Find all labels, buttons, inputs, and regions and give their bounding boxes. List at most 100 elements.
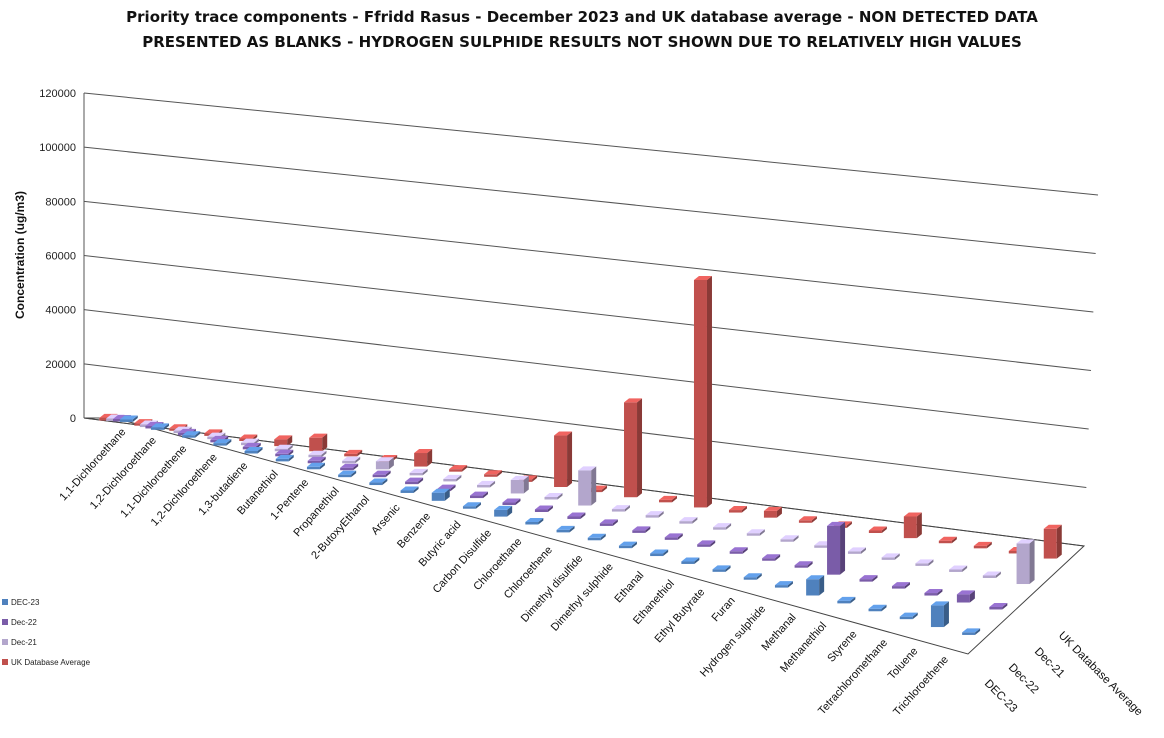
bar-dec-23-16 (618, 541, 637, 549)
bar-dec-23-23 (837, 596, 856, 604)
legend-swatch (2, 619, 8, 625)
bar-uk-database-average-23 (903, 512, 922, 539)
y-tick-label: 0 (70, 413, 76, 425)
gridline-2 (83, 309, 1089, 430)
bar-dec-22-20 (762, 554, 781, 561)
bar-dec-22-25 (924, 589, 943, 596)
bar-dec-21-10 (443, 474, 462, 482)
x-tick-label: Ethanal (612, 569, 646, 605)
x-tick-label: 1,1-Dichloroethene (118, 443, 189, 520)
y-tick-label: 20000 (45, 359, 76, 371)
bar-dec-22-14 (567, 512, 586, 519)
bar-uk-database-average-15 (624, 398, 643, 498)
bar-dec-21-25 (949, 565, 968, 572)
bar-dec-23-20 (743, 573, 762, 580)
x-axis-category-labels: 1,1-Dichloroethane1,2-Dichloroethane1,1-… (57, 426, 951, 718)
bar-dec-22-23 (859, 575, 878, 582)
bar-dec-23-17 (650, 549, 669, 557)
bar-dec-23-27 (962, 628, 981, 635)
legend-swatch (2, 599, 8, 605)
bar-dec-21-24 (915, 559, 934, 566)
x-tick-label: Hydrogen sulphide (698, 603, 768, 679)
legend-swatch (2, 639, 8, 645)
bar-uk-database-average-27 (1043, 524, 1062, 559)
bar-dec-23-22 (806, 575, 825, 596)
bar-dec-23-8 (369, 478, 388, 486)
bar-dec-21-15 (611, 505, 630, 512)
bar-dec-23-18 (681, 557, 700, 564)
bar-dec-23-6 (306, 462, 325, 470)
title-line-1: Priority trace components - Ffridd Rasus… (126, 8, 1038, 26)
bar-dec-22-24 (891, 582, 910, 589)
bar-uk-database-average-20 (798, 516, 817, 523)
x-tick-label: 1,2-Dichloroethene (149, 451, 220, 528)
y-tick-label: 80000 (45, 196, 76, 208)
bar-dec-21-7 (342, 456, 361, 464)
gridline-6 (83, 92, 1099, 196)
bar-dec-21-23 (881, 553, 900, 560)
bar-uk-database-average-5 (274, 435, 293, 447)
bar-uk-database-average-25 (973, 541, 992, 549)
chart-gridlines (83, 92, 1099, 547)
legend-item: Dec-21 (2, 632, 122, 652)
bar-dec-22-18 (697, 540, 716, 547)
title-line-2: PRESENTED AS BLANKS - HYDROGEN SULPHIDE … (142, 33, 1022, 51)
bar-dec-22-27 (989, 602, 1008, 610)
bar-dec-21-12 (510, 475, 529, 494)
bar-dec-21-17 (679, 517, 698, 524)
y-tick-label: 100000 (39, 142, 76, 154)
chart-title: Priority trace components - Ffridd Rasus… (126, 8, 1038, 51)
gridline-1 (83, 363, 1087, 488)
bar-dec-22-11 (470, 491, 489, 499)
x-tick-label: 1,2-Dichloroethane (88, 435, 159, 512)
x-tick-label: 1,1-Dichloroethane (57, 426, 128, 503)
y-axis-ticks: 0 20000 40000 60000 80000 100000 120000 (39, 88, 76, 425)
bar-dec-23-25 (899, 612, 918, 620)
depth-tick-label: DEC-23 (982, 678, 1019, 715)
gridline-5 (83, 146, 1096, 254)
y-tick-label: 40000 (45, 305, 76, 317)
x-tick-label: Arsenic (369, 502, 403, 538)
bar-dec-22-6 (307, 456, 326, 464)
bar-dec-22-15 (599, 519, 618, 526)
bar-dec-23-13 (525, 517, 544, 525)
x-tick-label: Benzene (395, 510, 433, 550)
bar-dec-21-6 (308, 450, 327, 458)
bar-dec-23-2 (182, 431, 201, 438)
legend-label: DEC-23 (11, 597, 40, 607)
bar-uk-database-average-9 (414, 449, 433, 467)
bar-uk-database-average-6 (309, 433, 328, 452)
legend-item: Dec-22 (2, 612, 122, 632)
bar-uk-database-average-19 (763, 506, 782, 518)
bar-dec-23-0 (119, 415, 138, 422)
bar-dec-22-17 (664, 533, 683, 540)
bar-dec-21-20 (780, 535, 799, 542)
legend-label: Dec-21 (11, 637, 37, 647)
gridline-4 (83, 200, 1094, 313)
bar-dec-23-9 (400, 486, 419, 493)
bar-dec-21-13 (544, 493, 563, 500)
bar-dec-22-13 (534, 505, 553, 512)
bar-dec-22-26 (956, 590, 975, 603)
bar-uk-database-average-16 (658, 495, 677, 503)
depth-tick-label: Dec-21 (1032, 646, 1067, 681)
bar-dec-22-19 (729, 547, 748, 554)
bar-dec-23-5 (275, 454, 294, 462)
x-tick-label: Methanal (759, 612, 798, 654)
legend-item: DEC-23 (2, 592, 122, 612)
bar-uk-database-average-17 (693, 275, 712, 508)
bar-dec-23-1 (150, 423, 169, 430)
bar-uk-database-average-18 (728, 506, 747, 513)
chart-bars (99, 275, 1062, 635)
bar-dec-21-11 (477, 480, 496, 488)
bar-dec-21-18 (713, 523, 732, 530)
bar-dec-23-24 (868, 604, 887, 612)
legend-label: UK Database Average (11, 657, 91, 667)
depth-tick-label: Dec-22 (1006, 662, 1041, 697)
bar-uk-database-average-7 (344, 449, 363, 457)
bar-dec-21-16 (645, 511, 664, 518)
y-axis-label: Concentration (ug/m3) (13, 191, 27, 319)
bar-dec-22-8 (372, 470, 391, 478)
